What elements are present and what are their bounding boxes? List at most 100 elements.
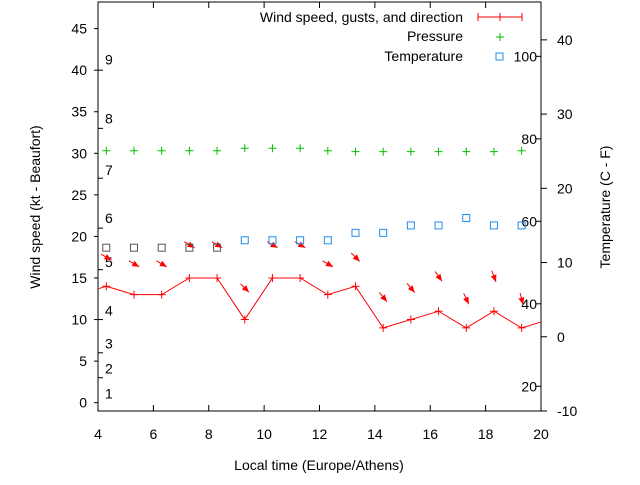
wind-speed-point	[351, 282, 360, 291]
temperature-point	[240, 236, 249, 245]
beaufort-label: 1	[105, 386, 113, 402]
wind-speed-point	[129, 290, 138, 299]
x-tick-label: 14	[367, 426, 383, 442]
wind-speed-point	[157, 290, 166, 299]
legend-temperature-marker	[495, 52, 504, 61]
wind-gust-arrowhead	[325, 260, 334, 267]
wind-gust-arrowhead	[490, 274, 497, 282]
wind-speed-point	[102, 282, 111, 291]
beaufort-label: 9	[105, 51, 113, 67]
wind-gust-arrowhead	[352, 254, 360, 262]
wind-speed-line	[97, 277, 542, 329]
wind-gust-arrowhead	[407, 285, 415, 293]
x-tick-label: 8	[205, 426, 213, 442]
fahrenheit-label: 20	[521, 378, 537, 394]
x-tick-label: 10	[256, 426, 272, 442]
temperature-point	[323, 236, 332, 245]
temperature-point	[517, 221, 526, 230]
y-tick-label: 40	[71, 62, 87, 78]
temperature-point	[462, 214, 471, 223]
temperature-point	[406, 221, 415, 230]
legend-pressure-marker	[496, 33, 504, 41]
pressure-point	[129, 146, 138, 155]
wind-speed-point	[268, 273, 277, 282]
wind-gust-arrowhead	[131, 260, 140, 267]
wind-gust-arrowhead	[518, 297, 525, 305]
wind-gust-arrowhead	[297, 241, 306, 248]
pressure-point	[379, 147, 388, 156]
wind-speed-point	[240, 315, 249, 324]
y-tick-label: 0	[79, 395, 87, 411]
temperature-point	[296, 236, 305, 245]
x-tick-label: 12	[312, 426, 328, 442]
legend-label-pressure: Pressure	[407, 28, 463, 44]
wind-gust-arrowhead	[435, 273, 442, 282]
x-tick-label: 18	[478, 426, 494, 442]
beaufort-label: 4	[105, 302, 113, 318]
wind-speed-point	[296, 273, 305, 282]
y-tick-label: 30	[71, 145, 87, 161]
y-tick-label: 25	[71, 187, 87, 203]
beaufort-label: 5	[105, 254, 113, 270]
beaufort-label: 3	[105, 336, 113, 352]
y2-axis-label: Temperature (C - F)	[597, 146, 613, 269]
pressure-point	[157, 146, 166, 155]
wind-gust-arrowhead	[159, 260, 167, 267]
wind-gust-arrowhead	[103, 254, 112, 261]
y2-tick-label: 10	[557, 255, 573, 271]
y-tick-label: 5	[79, 353, 87, 369]
y2-tick-label: -10	[557, 403, 577, 419]
legend-label-temperature: Temperature	[384, 48, 463, 64]
wind-speed-point	[213, 273, 222, 282]
y2-tick-label: 20	[557, 180, 573, 196]
x-tick-label: 16	[422, 426, 438, 442]
temperature-point	[213, 243, 222, 252]
pressure-point	[517, 146, 526, 155]
pressure-point	[213, 146, 222, 155]
temperature-point	[351, 228, 360, 237]
pressure-point	[323, 146, 332, 155]
temperature-point	[185, 243, 194, 252]
y-tick-label: 45	[71, 21, 87, 37]
pressure-point	[406, 147, 415, 156]
y2-tick-label: 40	[557, 32, 573, 48]
fahrenheit-label: 100	[514, 48, 538, 64]
temperature-point	[268, 236, 277, 245]
wind-speed-point	[462, 323, 471, 332]
temperature-point	[129, 243, 138, 252]
plot-frame	[97, 1, 542, 412]
pressure-point	[240, 144, 249, 153]
pressure-point	[296, 144, 305, 153]
wind-speed-point	[379, 323, 388, 332]
beaufort-label: 2	[105, 361, 113, 377]
wind-speed-point	[185, 273, 194, 282]
beaufort-label: 7	[105, 162, 113, 178]
temperature-point	[157, 243, 166, 252]
wind-gust-arrowhead	[241, 285, 249, 293]
y-axis-label: Wind speed (kt - Beaufort)	[27, 125, 43, 288]
y2-tick-label: 0	[557, 329, 565, 345]
wind-speed-point	[434, 307, 443, 316]
x-tick-label: 4	[94, 426, 102, 442]
pressure-point	[462, 147, 471, 156]
wind-gust-arrowhead	[463, 296, 469, 305]
legend: Wind speed, gusts, and direction Pressur…	[260, 9, 523, 64]
pressure-point	[185, 146, 194, 155]
wind-speed-point	[517, 323, 526, 332]
temperature-point	[489, 221, 498, 230]
fahrenheit-label: 80	[521, 131, 537, 147]
wind-speed-point	[489, 307, 498, 316]
beaufort-label: 8	[105, 110, 113, 126]
y-tick-label: 20	[71, 228, 87, 244]
x-axis-label: Local time (Europe/Athens)	[234, 457, 404, 473]
beaufort-label: 6	[105, 210, 113, 226]
fahrenheit-label: 40	[521, 296, 537, 312]
x-tick-label: 6	[149, 426, 157, 442]
temperature-point	[102, 243, 111, 252]
pressure-point	[351, 147, 360, 156]
wind-gust-arrowhead	[380, 294, 388, 302]
pressure-point	[268, 144, 277, 153]
y-tick-label: 35	[71, 104, 87, 120]
x-tick-label: 20	[533, 426, 549, 442]
pressure-point	[102, 146, 111, 155]
